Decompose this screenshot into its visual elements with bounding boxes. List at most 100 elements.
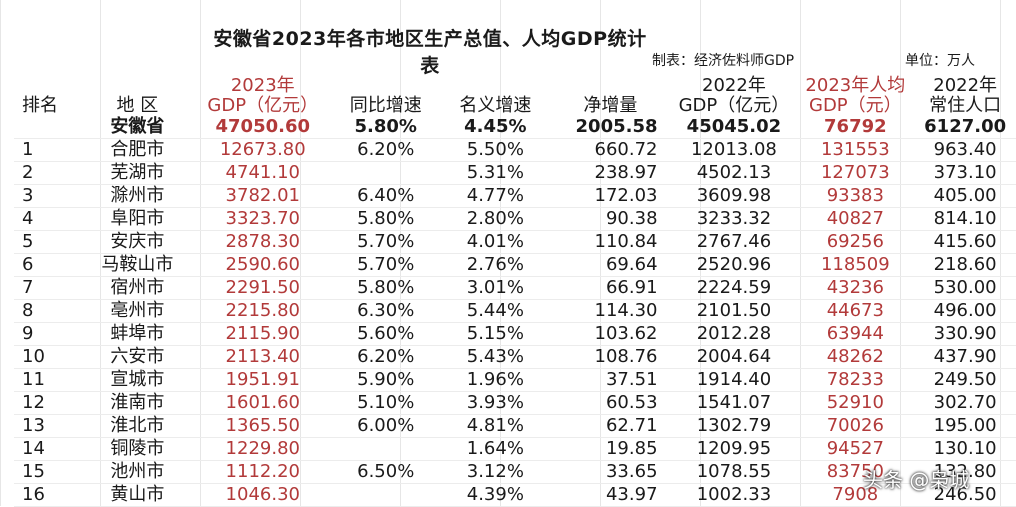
cell-rank: 5 bbox=[14, 230, 80, 254]
province-population: 6127.00 bbox=[914, 116, 1016, 139]
cell-rank: 1 bbox=[14, 138, 80, 162]
cell-population: 330.90 bbox=[914, 322, 1016, 346]
cell-nominal: 5.15% bbox=[441, 322, 550, 346]
cell-city: 滁州市 bbox=[79, 184, 196, 208]
cell-increase: 114.30 bbox=[549, 299, 672, 323]
table-source: 制表：经济佐料师GDP bbox=[652, 53, 795, 69]
cell-rank: 14 bbox=[14, 437, 80, 461]
cell-gdp2022: 2224.59 bbox=[671, 276, 797, 300]
cell-city: 黄山市 bbox=[79, 483, 196, 507]
table-row: 10 六安市 2113.40 6.20% 5.43% 108.76 2004.6… bbox=[14, 345, 1016, 369]
cell-population: 249.50 bbox=[914, 368, 1016, 392]
cell-gdp2022: 1209.95 bbox=[671, 437, 797, 461]
cell-per-capita: 83750 bbox=[796, 460, 915, 484]
header-increase: 净增量 bbox=[583, 95, 638, 116]
cell-rank: 16 bbox=[14, 483, 80, 507]
cell-rank: 3 bbox=[14, 184, 80, 208]
cell-nominal: 4.81% bbox=[441, 414, 550, 438]
cell-per-capita: 40827 bbox=[796, 207, 915, 231]
header-per-capita: 2023年人均 GDP（元） bbox=[796, 72, 914, 116]
cell-gdp2023: 2215.80 bbox=[195, 299, 331, 323]
cell-population: 496.00 bbox=[914, 299, 1016, 323]
cell-increase: 19.85 bbox=[549, 437, 672, 461]
cell-nominal: 5.43% bbox=[441, 345, 550, 369]
cell-population: 132.80 bbox=[914, 460, 1016, 484]
cell-gdp2022: 2012.28 bbox=[671, 322, 797, 346]
cell-nominal: 2.80% bbox=[441, 207, 550, 231]
cell-yoy: 6.20% bbox=[330, 345, 442, 369]
cell-increase: 172.03 bbox=[549, 184, 672, 208]
table-row: 14 铜陵市 1229.80 1.64% 19.85 1209.95 94527… bbox=[14, 437, 1016, 461]
cell-per-capita: 44673 bbox=[796, 299, 915, 323]
cell-per-capita: 43236 bbox=[796, 276, 915, 300]
cell-yoy: 6.30% bbox=[330, 299, 442, 323]
cell-gdp2022: 2004.64 bbox=[671, 345, 797, 369]
cell-increase: 69.64 bbox=[549, 253, 672, 277]
cell-yoy: 5.80% bbox=[330, 207, 442, 231]
cell-yoy: 5.90% bbox=[330, 368, 442, 392]
cell-gdp2022: 2101.50 bbox=[671, 299, 797, 323]
cell-per-capita: 78233 bbox=[796, 368, 915, 392]
table-row: 3 滁州市 3782.01 6.40% 4.77% 172.03 3609.98… bbox=[14, 184, 1016, 208]
cell-city: 铜陵市 bbox=[79, 437, 196, 461]
cell-nominal: 1.64% bbox=[441, 437, 550, 461]
cell-per-capita: 118509 bbox=[796, 253, 915, 277]
cell-population: 530.00 bbox=[914, 276, 1016, 300]
cell-nominal: 3.12% bbox=[441, 460, 550, 484]
table-row: 15 池州市 1112.20 6.50% 3.12% 33.65 1078.55… bbox=[14, 460, 1016, 484]
cell-nominal: 4.77% bbox=[441, 184, 550, 208]
cell-gdp2023: 2113.40 bbox=[195, 345, 331, 369]
header-population-line2: 常住人口 bbox=[929, 95, 1002, 116]
cell-gdp2022: 3233.32 bbox=[671, 207, 797, 231]
province-increase: 2005.58 bbox=[549, 116, 672, 139]
header-yoy: 同比增速 bbox=[349, 95, 422, 116]
cell-yoy: 5.80% bbox=[330, 276, 442, 300]
cell-nominal: 5.50% bbox=[441, 138, 550, 162]
cell-city: 安庆市 bbox=[79, 230, 196, 254]
cell-increase: 66.91 bbox=[549, 276, 672, 300]
header-gdp2022-line1: 2022年 bbox=[702, 75, 766, 96]
cell-nominal: 4.01% bbox=[441, 230, 550, 254]
cell-nominal: 1.96% bbox=[441, 368, 550, 392]
header-gdp2022: 2022年 GDP（亿元） bbox=[672, 72, 797, 116]
cell-population: 415.60 bbox=[914, 230, 1016, 254]
province-row: 安徽省 47050.60 5.80% 4.45% 2005.58 45045.0… bbox=[14, 116, 1016, 139]
cell-city: 阜阳市 bbox=[79, 207, 196, 231]
cell-increase: 660.72 bbox=[549, 138, 672, 162]
cell-gdp2023: 1601.60 bbox=[195, 391, 331, 415]
cell-gdp2023: 12673.80 bbox=[195, 138, 331, 162]
cell-per-capita: 93383 bbox=[796, 184, 915, 208]
cell-gdp2022: 3609.98 bbox=[671, 184, 797, 208]
cell-rank: 2 bbox=[14, 161, 80, 185]
header-gdp2023-line1: 2023年 bbox=[230, 75, 295, 96]
cell-increase: 90.38 bbox=[549, 207, 672, 231]
cell-population: 405.00 bbox=[914, 184, 1016, 208]
cell-increase: 33.65 bbox=[549, 460, 672, 484]
cell-increase: 37.51 bbox=[549, 368, 672, 392]
cell-rank: 7 bbox=[14, 276, 80, 300]
cell-nominal: 2.76% bbox=[441, 253, 550, 277]
cell-rank: 13 bbox=[14, 414, 80, 438]
table-row: 6 马鞍山市 2590.60 5.70% 2.76% 69.64 2520.96… bbox=[14, 253, 1016, 277]
province-name: 安徽省 bbox=[79, 116, 196, 139]
cell-per-capita: 48262 bbox=[796, 345, 915, 369]
cell-yoy bbox=[330, 161, 442, 185]
cell-increase: 108.76 bbox=[549, 345, 672, 369]
table-row: 9 蚌埠市 2115.90 5.60% 5.15% 103.62 2012.28… bbox=[14, 322, 1016, 346]
cell-rank: 6 bbox=[14, 253, 80, 277]
cell-city: 亳州市 bbox=[79, 299, 196, 323]
table-title: 安徽省2023年各市地区生产总值、人均GDP统计表 bbox=[213, 28, 647, 77]
cell-gdp2022: 1541.07 bbox=[671, 391, 797, 415]
cell-gdp2022: 1914.40 bbox=[671, 368, 797, 392]
province-nominal: 4.45% bbox=[441, 116, 550, 139]
cell-gdp2022: 12013.08 bbox=[671, 138, 797, 162]
cell-nominal: 4.39% bbox=[441, 483, 550, 507]
header-population: 2022年 常住人口 bbox=[914, 72, 1016, 116]
cell-population: 373.10 bbox=[914, 161, 1016, 185]
cell-gdp2023: 3782.01 bbox=[195, 184, 331, 208]
cell-city: 池州市 bbox=[79, 460, 196, 484]
cell-yoy bbox=[330, 483, 442, 507]
province-gdp2023: 47050.60 bbox=[195, 116, 331, 139]
cell-gdp2023: 1365.50 bbox=[195, 414, 331, 438]
header-city: 地 区 bbox=[116, 95, 159, 116]
